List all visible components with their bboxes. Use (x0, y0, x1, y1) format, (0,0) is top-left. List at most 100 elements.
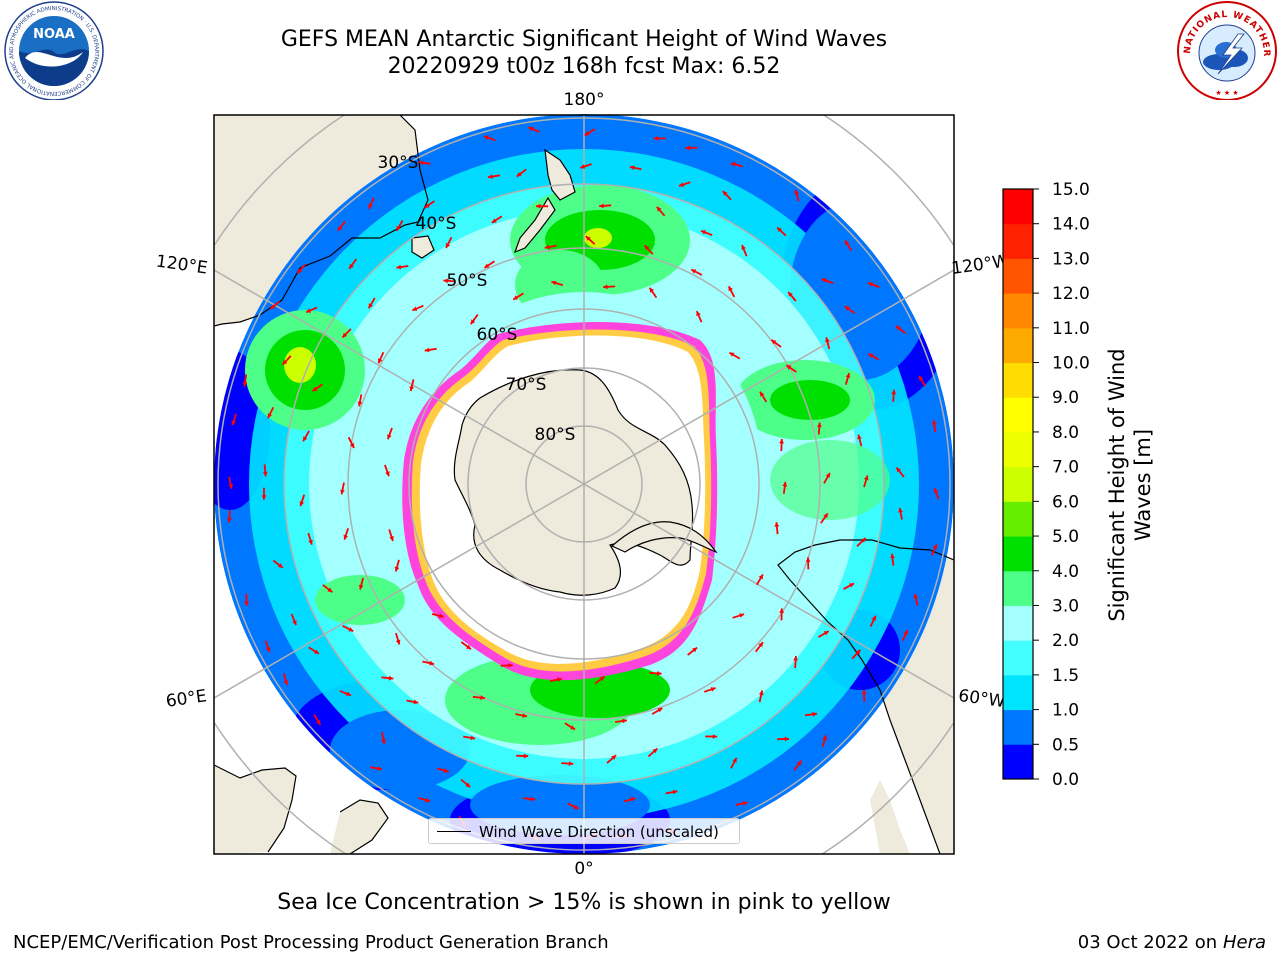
colorbar-segment (1003, 536, 1033, 572)
colorbar-segment (1003, 223, 1033, 259)
wave-arrow-head (696, 311, 701, 317)
wave-arrow-head (760, 391, 765, 397)
wave-arrow-head (299, 501, 305, 507)
wave-arrow-head (396, 225, 401, 231)
wave-arrow-head (470, 735, 476, 741)
coastlines (214, 115, 954, 854)
wave-arrow-head (308, 539, 313, 545)
wave-arrow-head (480, 695, 485, 700)
wave-arrow-head (817, 422, 822, 428)
legend-label: Wind Wave Direction (unscaled) (479, 823, 719, 841)
wave-arrow-head (418, 160, 424, 166)
wave-arrow-head (465, 782, 471, 788)
wave-arrow-head (340, 489, 345, 495)
wave-arrow-head (573, 804, 579, 809)
wave-arrow-head (425, 797, 430, 803)
colorbar-tick-label: 2.0 (1052, 631, 1079, 651)
wave-arrow-head (825, 337, 830, 343)
wave-arrow-head (557, 677, 562, 682)
colorbar-segment (1003, 189, 1033, 225)
wave-arrow-head (805, 557, 811, 562)
wave-arrow-head (381, 739, 386, 744)
wave-arrow-head (282, 359, 288, 365)
colorbar-tick-label: 13.0 (1052, 249, 1090, 269)
wave-arrow-head (758, 690, 764, 696)
wave-arrow-head (267, 413, 272, 419)
colorbar-segment (1003, 466, 1033, 502)
lon-label-60w: 60°W (957, 686, 1006, 712)
wave-arrow-head (536, 203, 541, 209)
wave-arrow-head (896, 467, 901, 473)
wave-arrow-head (342, 332, 348, 338)
land-tasmania (411, 235, 435, 259)
colorbar-tick-label: 0.5 (1052, 735, 1079, 755)
wave-arrow-head (822, 735, 827, 741)
wave-arrow-head (730, 162, 736, 167)
wave-arrow-head (348, 627, 354, 632)
colorbar-tick-label: 15.0 (1052, 180, 1090, 200)
wave-arrow-head (712, 734, 718, 739)
colorbar-tick-label: 12.0 (1052, 284, 1090, 304)
wave-arrow-head (611, 755, 617, 760)
lat-label-40s: 40°S (416, 214, 457, 234)
wave-arrow-head (528, 126, 534, 132)
wave-arrow-head (292, 620, 297, 626)
wave-arrow-head (316, 719, 321, 725)
wave-arrow-head (845, 240, 850, 246)
colorbar-tick-label: 6.0 (1052, 492, 1079, 512)
wave-arrow-head (484, 263, 490, 268)
wave-arrow-head (378, 358, 383, 364)
colorbar-segment (1003, 501, 1033, 537)
wave-arrow-head (741, 245, 746, 250)
wave-arrow-head (868, 282, 874, 287)
wave-arrow-head (863, 475, 869, 481)
wave-arrow-head (913, 593, 919, 599)
lon-label-0: 0° (574, 859, 593, 879)
wave-arrow-head (931, 420, 937, 425)
colorbar-tick-label: 0.0 (1052, 770, 1079, 790)
wave-arrow-head (652, 748, 658, 754)
wave-arrow-head (758, 642, 763, 648)
wave-arrow-head (603, 284, 608, 290)
wave-arrow-head (349, 443, 355, 448)
wave-arrow-head (357, 401, 363, 407)
noaa-logo: NATIONAL OCEANIC AND ATMOSPHERIC ADMINIS… (4, 1, 104, 100)
wave-arrow-head (728, 286, 733, 292)
colorbar-segment (1003, 258, 1033, 294)
wave-arrow-head (349, 263, 354, 269)
colorbar-segment (1003, 709, 1033, 745)
wave-arrow-head (265, 647, 271, 653)
wave-arrow-head (825, 472, 830, 478)
wave-arrow-head (742, 801, 748, 806)
land-africa (214, 765, 296, 854)
wave-arrow-head (303, 436, 308, 442)
wave-arrow-head (823, 631, 829, 636)
wave-arrow-head (653, 136, 659, 141)
wave-arrow-head (227, 517, 232, 523)
wave-arrow-head (845, 373, 851, 378)
nws-logo: NATIONAL WEATHER SERVICE ★ ★ ★ (1176, 0, 1277, 100)
wave-arrow-head (261, 495, 267, 500)
wave-arrow-head (396, 264, 402, 270)
wave-arrow-head (793, 656, 798, 661)
wave-arrow-head (779, 608, 785, 613)
colorbar-tick-label: 4.0 (1052, 562, 1079, 582)
wave-arrow-head (283, 680, 289, 685)
colorbar-segment (1003, 362, 1033, 398)
wave-arrow-head (622, 718, 627, 724)
colorbar-segment (1003, 397, 1033, 433)
wave-arrow-head (389, 536, 394, 541)
wave-arrow-head (895, 325, 901, 331)
lon-label-120e: 120°E (155, 252, 209, 279)
wave-arrow-head (599, 203, 604, 209)
colorbar-segment (1003, 640, 1033, 676)
wave-arrow-head (732, 757, 737, 763)
wave-arrow-head (868, 353, 874, 358)
wave-arrow-head (412, 306, 418, 311)
lat-label-30s: 30°S (378, 153, 419, 173)
wave-arrow-head (445, 243, 451, 248)
wave-arrow-head (580, 164, 586, 169)
wave-arrow-head (777, 227, 782, 233)
colorbar-title-line1: Significant Height of Wind (1105, 348, 1129, 621)
wave-arrow-head (629, 165, 635, 171)
